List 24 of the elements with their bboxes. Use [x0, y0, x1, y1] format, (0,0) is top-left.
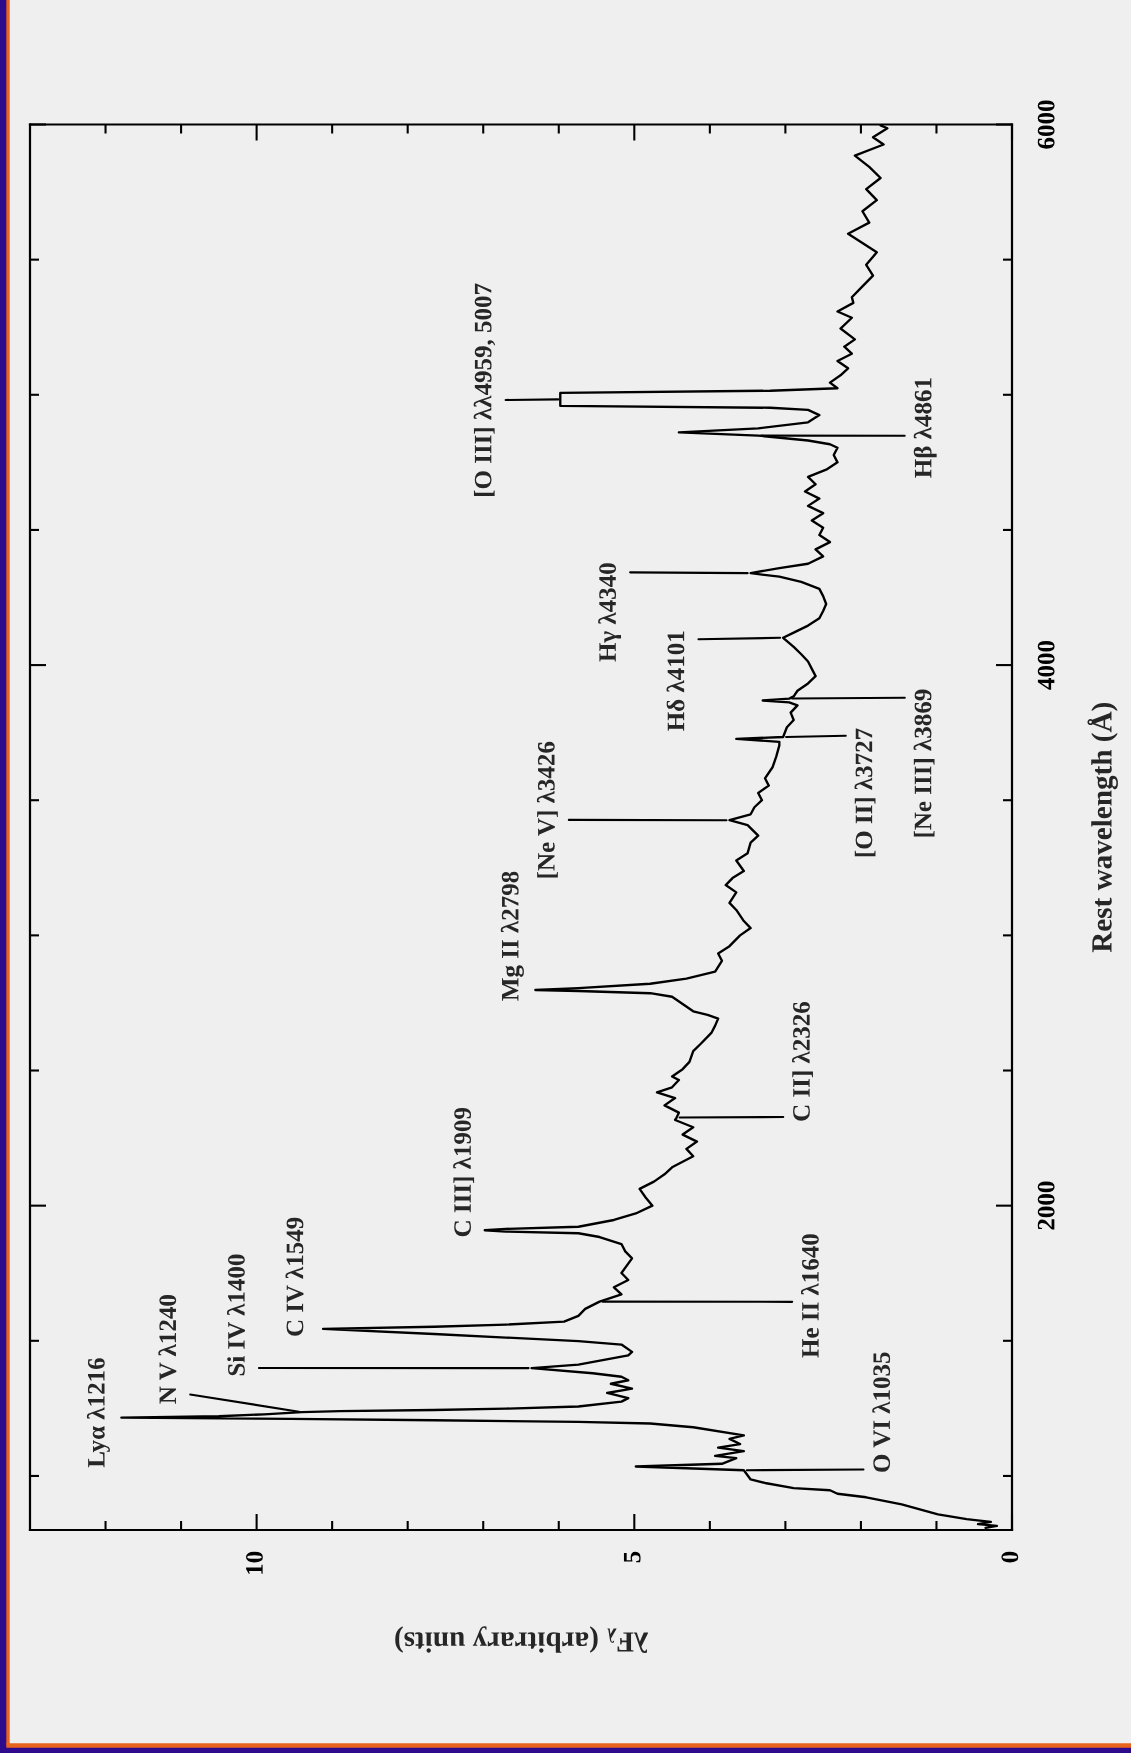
- annotation: Lyα λ1216: [86, 1358, 110, 1468]
- x-axis-title: λF$_{λ}$ (arbitrary units): [395, 1626, 648, 1653]
- annotation: C IV λ1549: [285, 1217, 304, 1336]
- annotation: C II] λ2326: [792, 1001, 813, 1121]
- y-tick-label: 4000: [1037, 641, 1055, 690]
- annotation: O VI λ1035: [872, 1352, 891, 1472]
- annotation: Hβ λ4861: [913, 378, 937, 478]
- annotation: N V λ1240: [158, 1295, 177, 1404]
- x-tick-label: 0: [1001, 1551, 1019, 1563]
- x-tick-label: 10: [246, 1551, 263, 1574]
- y-axis-title: Rest wavelength (Å): [1087, 702, 1118, 953]
- annotation: [O III] λλ4959, 5007: [473, 283, 496, 496]
- annotation: C III] λ1909: [453, 1107, 475, 1237]
- annotation: Hδ λ4101: [666, 631, 685, 731]
- annotation: Si IV λ1400: [226, 1254, 245, 1376]
- annotation: [Ne III] λ3869: [913, 689, 935, 837]
- annotation: Hγ λ4340: [598, 563, 622, 662]
- annotation: Mg II λ2798: [500, 871, 524, 1001]
- y-tick-label: 6000: [1037, 100, 1055, 149]
- annotation: He II λ1640: [800, 1234, 819, 1358]
- x-tick-label: 5: [623, 1551, 641, 1563]
- y-tick-label: 2000: [1037, 1181, 1055, 1230]
- annotation: [O II] λ3727: [854, 728, 876, 857]
- annotation: [Ne V] λ3426: [536, 741, 558, 878]
